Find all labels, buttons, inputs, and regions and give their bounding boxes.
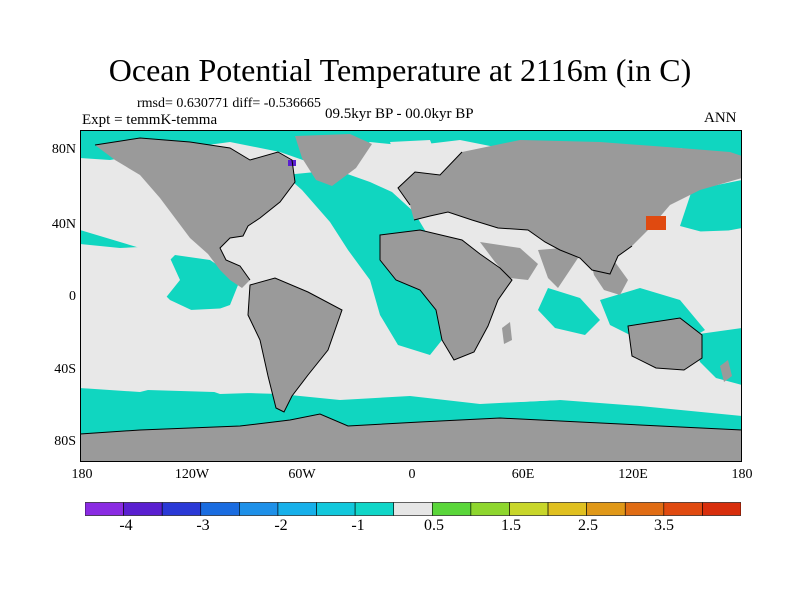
colorbar-box bbox=[123, 502, 163, 516]
world-map bbox=[80, 130, 742, 462]
lon-label-60e: 60E bbox=[511, 467, 535, 482]
colorbar-label-minus4: -4 bbox=[119, 517, 133, 534]
indian-cool bbox=[538, 288, 600, 335]
colorbar-box bbox=[663, 502, 703, 516]
colorbar-label-2-5: 2.5 bbox=[578, 517, 598, 534]
lat-label-40n: 40N bbox=[51, 217, 76, 232]
stats-label: rmsd= 0.630771 diff= -0.536665 bbox=[137, 96, 321, 111]
lon-label-0: 0 bbox=[408, 467, 416, 482]
northwest-pacific-neutral bbox=[670, 230, 742, 320]
colorbar-box bbox=[85, 502, 124, 516]
africa bbox=[380, 230, 512, 360]
colorbar-box bbox=[161, 502, 202, 516]
coastlines bbox=[80, 137, 742, 435]
japan-warm-anomaly bbox=[646, 216, 666, 230]
indian-neutral bbox=[475, 305, 720, 402]
lon-label-60w: 60W bbox=[288, 467, 316, 482]
lon-label-120w: 120W bbox=[174, 467, 210, 482]
arctic-cool bbox=[80, 130, 742, 166]
map-border bbox=[80, 130, 742, 462]
india bbox=[538, 248, 578, 288]
colorbar bbox=[85, 502, 741, 516]
lon-label-120e: 120E bbox=[618, 467, 648, 482]
colorbar-box bbox=[393, 502, 433, 516]
southeast-asia bbox=[590, 258, 628, 295]
colorbar-label-3-5: 3.5 bbox=[654, 517, 674, 534]
colorbar-box bbox=[316, 502, 356, 516]
season-label: ANN bbox=[704, 110, 737, 126]
antarctica bbox=[80, 414, 742, 462]
south-pacific-west-neutral bbox=[80, 350, 180, 392]
lat-label-80n: 80N bbox=[51, 142, 76, 157]
australia bbox=[628, 318, 702, 370]
colorbar-box bbox=[624, 502, 665, 516]
lat-label-40s: 40S bbox=[54, 362, 76, 377]
lat-label-0: 0 bbox=[69, 289, 76, 304]
north-america bbox=[95, 138, 295, 288]
pacific-southeast-neutral bbox=[180, 308, 280, 394]
land-masses bbox=[80, 134, 742, 462]
experiment-label: Expt = temmK-temma bbox=[82, 112, 218, 128]
south-america bbox=[248, 278, 342, 412]
colorbar-box bbox=[702, 502, 741, 516]
lon-label-180e: 180 bbox=[731, 467, 753, 482]
barents-neutral bbox=[390, 140, 438, 174]
page-title: Ocean Potential Temperature at 2116m (in… bbox=[108, 52, 692, 88]
new-zealand bbox=[720, 360, 732, 382]
colorbar-label-1-5: 1.5 bbox=[501, 517, 521, 534]
colorbar-box bbox=[470, 502, 510, 516]
colorbar-box bbox=[547, 502, 587, 516]
eurasia bbox=[398, 140, 742, 274]
east-pacific-neutral bbox=[80, 255, 180, 360]
colorbar-label-minus3: -3 bbox=[196, 517, 210, 534]
lat-label-80s: 80S bbox=[54, 434, 76, 449]
colorbar-label-minus2: -2 bbox=[274, 517, 288, 534]
colorbar-label-0-5: 0.5 bbox=[424, 517, 444, 534]
lon-label-180w: 180 bbox=[71, 467, 93, 482]
colorbar-box bbox=[239, 502, 279, 516]
colorbar-box bbox=[586, 502, 626, 516]
arabia bbox=[480, 242, 538, 280]
colorbar-label-minus1: -1 bbox=[351, 517, 365, 534]
madagascar bbox=[502, 322, 512, 344]
northwest-pacific-cool bbox=[680, 180, 742, 234]
greenland bbox=[295, 134, 372, 186]
colorbar-box bbox=[509, 502, 549, 516]
colorbar-box bbox=[277, 502, 317, 516]
colorbar-box bbox=[354, 502, 395, 516]
colorbar-box bbox=[200, 502, 240, 516]
period-label: 09.5kyr BP - 00.0kyr BP bbox=[325, 106, 474, 122]
colorbar-box bbox=[431, 502, 472, 516]
south-atlantic-neutral bbox=[310, 355, 480, 392]
